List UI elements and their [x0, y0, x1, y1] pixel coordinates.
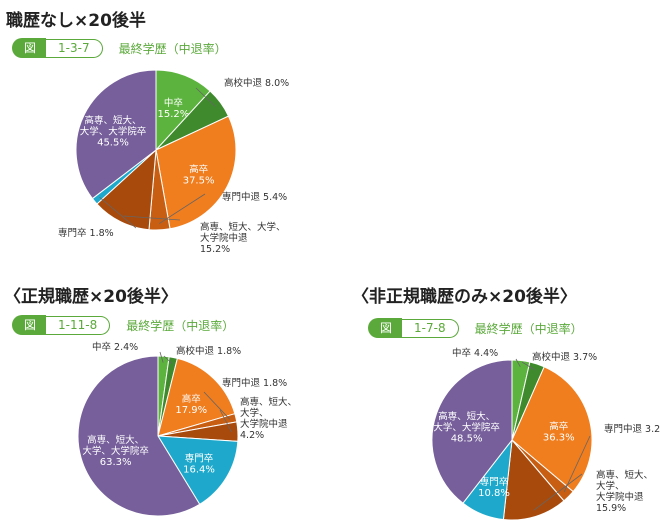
slice-label: 高校中退 8.0% — [224, 77, 289, 89]
pie-slice — [77, 355, 201, 517]
leader-line — [159, 193, 206, 224]
figure-caption: 最終学歴（中退率） — [126, 318, 235, 333]
slice-value: 15.9% — [596, 503, 626, 514]
leader-line — [163, 355, 173, 365]
chart-title-1: 職歴なし×20後半 — [6, 11, 146, 31]
pie-slice — [75, 69, 157, 200]
slice-label: 中卒 4.4% — [452, 347, 498, 359]
slice-value: 15.2% — [158, 109, 190, 120]
slice-value: 37.5% — [183, 176, 215, 187]
slice-label: 専門中退 3.2% — [604, 423, 660, 435]
leader-line — [533, 473, 583, 511]
slice-label: 中卒 — [164, 97, 183, 109]
slice-value: 63.3% — [100, 457, 132, 468]
slice-label: 専門中退 5.4% — [222, 191, 287, 203]
figure-number: 1-11-8 — [46, 315, 111, 335]
slice-label: 専門卒 — [185, 452, 214, 464]
pie-slice — [502, 438, 565, 521]
figure-label: 図 — [12, 38, 47, 58]
figure-caption: 最終学歴（中退率） — [118, 41, 227, 56]
leader-line — [159, 351, 164, 363]
pie-slice — [511, 366, 593, 493]
leader-line — [515, 358, 521, 368]
slice-label: 高校中退 3.7% — [532, 351, 597, 363]
slice-label: 専門卒 1.8% — [58, 227, 114, 239]
slice-value: 16.4% — [183, 464, 215, 475]
pie-slice — [431, 359, 513, 504]
leader-line — [219, 409, 232, 433]
figure-label: 図 — [12, 315, 47, 335]
slice-label: 専門卒 — [480, 476, 509, 488]
figure-number: 1-3-7 — [46, 38, 103, 58]
leader-line — [123, 215, 181, 221]
slice-value: 10.8% — [478, 488, 510, 499]
leader-line — [203, 391, 230, 420]
slice-value: 36.3% — [543, 433, 575, 444]
slice-value: 48.5% — [451, 433, 483, 444]
slice-value: 45.5% — [97, 138, 129, 149]
slice-label: 専門中退 1.8% — [222, 377, 287, 389]
slice-label: 高専、短大、大学、大学院卒 — [433, 410, 500, 433]
figure-tag-3: 図 1-7-8 最終学歴（中退率） — [368, 318, 583, 338]
slice-label: 高専、短大、大学、大学院卒 — [82, 434, 149, 457]
figure-label: 図 — [368, 318, 403, 338]
figure-number: 1-7-8 — [402, 318, 459, 338]
slice-label: 高卒 — [182, 393, 201, 405]
slice-value: 17.9% — [175, 405, 207, 416]
pie-slice — [155, 115, 237, 230]
leader-line — [195, 87, 216, 107]
slice-label: 高専、短大、大学、大学院卒 — [80, 115, 147, 138]
slice-label: 高卒 — [189, 164, 208, 176]
leader-line — [521, 361, 536, 371]
leader-line — [563, 435, 591, 493]
slice-value: 15.2% — [200, 244, 230, 255]
slice-label: 中卒 2.4% — [92, 341, 138, 353]
pie-slice — [157, 435, 239, 505]
chart-title-2: 〈正規職歴×20後半〉 — [4, 287, 178, 307]
pie-slice — [157, 357, 236, 437]
figure-caption: 最終学歴（中退率） — [474, 321, 583, 336]
figure-tag-1: 図 1-3-7 最終学歴（中退率） — [12, 38, 227, 58]
slice-label: 高専、短大、大学、大学院中退 — [240, 396, 297, 430]
figure-tag-2: 図 1-11-8 最終学歴（中退率） — [12, 315, 234, 335]
slice-label: 高校中退 1.8% — [176, 345, 241, 357]
slice-label: 高専、短大、大学、大学院中退 — [200, 221, 286, 244]
chart-title-3: 〈非正規職歴のみ×20後半〉 — [352, 287, 577, 307]
slice-label: 高卒 — [549, 421, 568, 433]
slice-value: 4.2% — [240, 430, 264, 441]
slice-label: 高専、短大、大学、大学院中退 — [596, 469, 653, 503]
leader-line — [99, 196, 137, 229]
